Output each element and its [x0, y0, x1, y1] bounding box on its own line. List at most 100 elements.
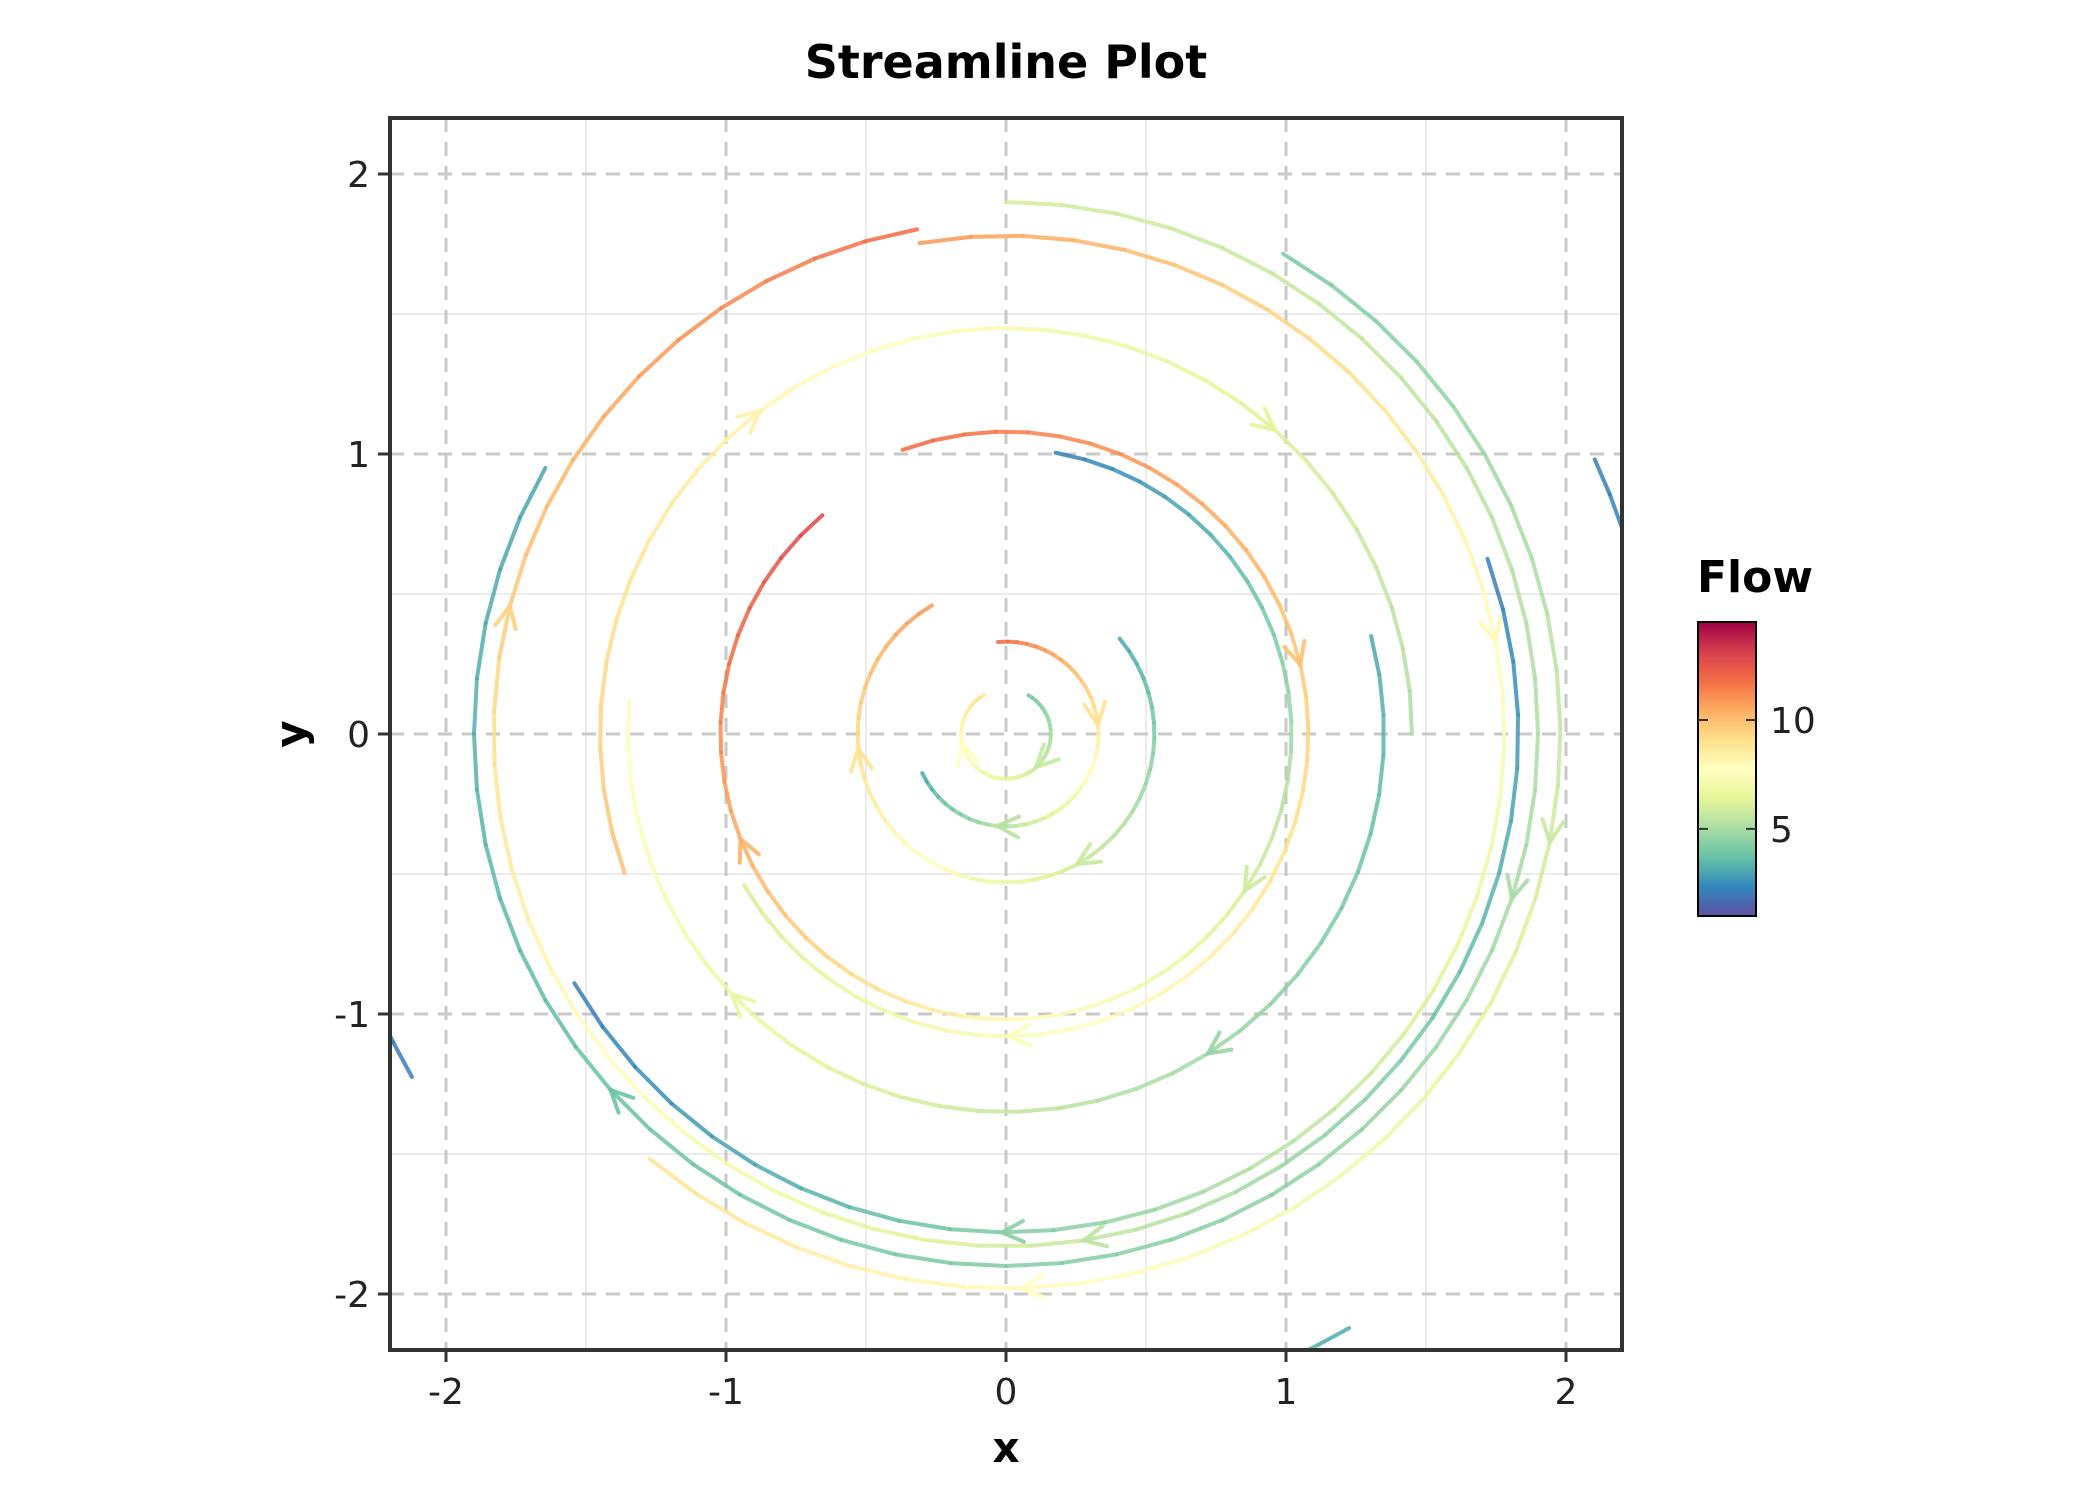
streamline-segment — [980, 695, 984, 698]
streamline-segment — [979, 1111, 1019, 1112]
streamline-segment — [1653, 677, 1655, 715]
streamline-segment — [338, 892, 348, 931]
streamline-segment — [1623, 530, 1634, 566]
streamline-segment — [1153, 738, 1154, 753]
y-tick-label: -1 — [334, 995, 370, 1036]
streamline-segment — [1188, 1385, 1221, 1395]
streamline-segment — [1016, 1419, 1051, 1420]
streamline-segment — [953, 6, 979, 7]
streamline-segment — [1677, 490, 1687, 519]
streamline-segment — [1687, 519, 1696, 549]
streamline-segment — [1633, 865, 1642, 902]
y-tick-label: 2 — [347, 155, 370, 196]
streamline-segment — [964, 432, 996, 435]
streamline-segment — [330, 853, 338, 892]
streamline-segment — [321, 654, 324, 694]
streamline-segment — [1152, 708, 1154, 723]
colorbar-title: Flow — [1697, 552, 1813, 603]
streamline-segment — [325, 814, 331, 853]
streamline-segment — [1003, 882, 1018, 883]
streamline-arrowhead — [931, 0, 953, 20]
chart-title: Streamline Plot — [805, 35, 1208, 89]
streamline-segment — [973, 879, 988, 882]
x-tick-label: 1 — [1275, 1372, 1298, 1413]
streamline-segment — [874, 14, 900, 18]
streamline-segment — [1306, 696, 1308, 728]
streamline-segment — [1624, 377, 1639, 404]
plot-background — [390, 118, 1622, 1350]
streamline-segment — [723, 54, 748, 64]
streamline-segment — [858, 718, 859, 733]
y-tick-label: -2 — [334, 1275, 370, 1316]
streamline-segment — [1633, 566, 1642, 603]
streamline-segment — [1120, 1404, 1154, 1411]
streamline-segment — [1653, 432, 1666, 461]
streamline-segment — [698, 63, 722, 74]
streamline-segment — [964, 1287, 1021, 1288]
x-tick-label: -2 — [428, 1372, 464, 1413]
streamline-segment — [946, 1417, 981, 1419]
streamline-segment — [1150, 754, 1153, 769]
streamline-segment — [1019, 880, 1034, 882]
streamline-segment — [988, 881, 1003, 882]
streamline-segment — [977, 1035, 1009, 1036]
streamline-segment — [1051, 1415, 1086, 1418]
y-tick-label: 0 — [347, 715, 370, 756]
x-axis-label: x — [992, 1423, 1019, 1472]
streamline-segment — [971, 236, 1023, 237]
streamline-arrowhead — [1670, 495, 1690, 519]
streamline-segment — [1154, 1395, 1188, 1403]
streamline-segment — [1649, 791, 1653, 829]
streamline-segment — [823, 23, 849, 29]
streamline-segment — [1653, 753, 1655, 791]
streamline-segment — [1642, 603, 1649, 640]
x-axis-ticks: -2 -1 0 1 2 — [428, 1350, 1577, 1413]
streamline-segment — [721, 693, 724, 723]
streamline-segment — [1222, 1373, 1255, 1385]
streamline-segment — [349, 931, 362, 969]
streamline-arrowhead — [1188, 1379, 1212, 1399]
streamline-segment — [1503, 693, 1505, 745]
y-axis-ticks: -2 -1 0 1 2 — [334, 155, 390, 1316]
streamline-segment — [628, 741, 631, 781]
streamline-segment — [321, 774, 324, 814]
streamline-segment — [320, 734, 321, 774]
streamline-segment — [1000, 328, 1043, 330]
y-tick-label: 1 — [347, 435, 370, 476]
streamline-segment — [996, 432, 1028, 433]
colorbar-tick-label: 10 — [1770, 701, 1816, 742]
streamline-segment — [1642, 828, 1649, 865]
streamline-segment — [320, 694, 321, 734]
colorbar-tick-label: 5 — [1770, 810, 1793, 851]
streamline-segment — [859, 702, 862, 717]
x-tick-label: 2 — [1555, 1372, 1578, 1413]
streamline-segment — [325, 615, 331, 654]
streamline-arrowhead — [334, 892, 354, 916]
streamline-segment — [1288, 692, 1291, 722]
streamline-segment — [747, 45, 772, 54]
streamline-segment — [1639, 404, 1653, 432]
x-tick-label: 0 — [995, 1372, 1018, 1413]
streamline-segment — [1307, 728, 1308, 760]
streamline-segment — [1086, 1410, 1121, 1415]
streamline-segment — [1666, 461, 1677, 490]
streamline-arrowhead — [1641, 805, 1662, 828]
streamline-arrowhead — [310, 694, 331, 716]
y-axis-label: y — [266, 720, 315, 747]
streamline-arrowhead — [1635, 617, 1656, 640]
x-tick-label: -1 — [708, 1372, 744, 1413]
streamline-segment — [1517, 715, 1518, 768]
streamline-segment — [600, 704, 601, 747]
streamline-segment — [628, 701, 629, 741]
streamline-segment — [772, 37, 797, 45]
streamline-segment — [848, 18, 874, 23]
streamline-segment — [1649, 640, 1653, 678]
streamline-segment — [927, 8, 953, 10]
colorbar-gradient — [1698, 622, 1756, 916]
streamline-segment — [1410, 691, 1412, 734]
streamline-segment — [900, 10, 926, 13]
colorbar: Flow 5 10 — [1697, 552, 1816, 916]
streamline-segment — [1558, 728, 1560, 785]
